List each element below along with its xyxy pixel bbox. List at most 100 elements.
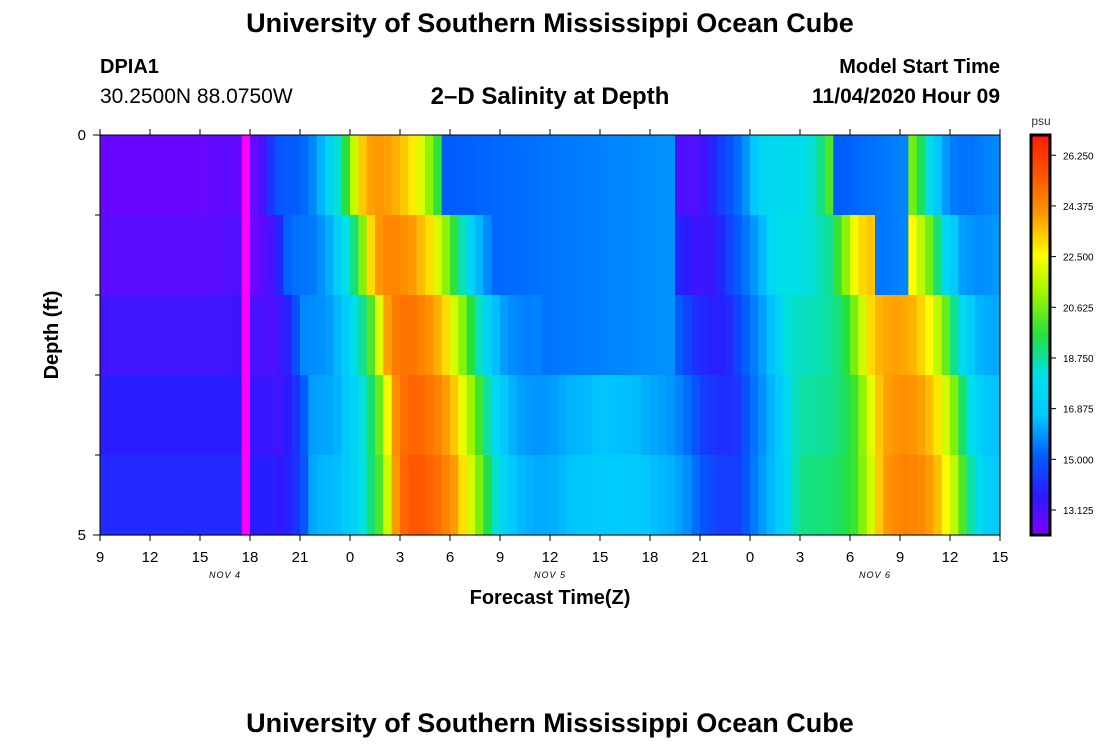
heatmap-cell [708, 215, 718, 296]
heatmap-cell [608, 135, 618, 216]
heatmap-cell [383, 455, 393, 536]
x-tick-label: 3 [796, 549, 804, 566]
heatmap-cell [425, 135, 434, 216]
heatmap-cell [475, 135, 484, 216]
heatmap-cell [966, 455, 976, 536]
heatmap-cell [733, 455, 743, 536]
colorbar-tick-label: 15.000 [1063, 455, 1094, 466]
heatmap-cell [591, 295, 601, 376]
heatmap-cell [141, 135, 151, 216]
heatmap-cell [833, 135, 843, 216]
heatmap-cell [125, 455, 134, 536]
heatmap-cell [350, 295, 359, 376]
heatmap-cell [575, 215, 584, 296]
heatmap-cell [825, 375, 834, 456]
heatmap-cell [441, 455, 451, 536]
heatmap-cell [616, 135, 626, 216]
heatmap-cell [283, 455, 293, 536]
heatmap-cell [658, 215, 668, 296]
heatmap-cell [841, 375, 851, 456]
heatmap-cell [816, 135, 826, 216]
heatmap-cell [458, 295, 468, 376]
page-title: University of Southern Mississippi Ocean… [246, 8, 854, 38]
heatmap-cell [775, 375, 784, 456]
heatmap-cell [208, 455, 218, 536]
heatmap-cell [425, 295, 434, 376]
heatmap-cell [516, 295, 526, 376]
heatmap-cell [358, 455, 368, 536]
heatmap-cell [583, 215, 593, 296]
heatmap-cell [600, 295, 609, 376]
heatmap-cell [158, 455, 168, 536]
heatmap-cell [508, 375, 518, 456]
heatmap-cell [566, 135, 576, 216]
date-label: NOV 4 [209, 570, 241, 580]
heatmap-cell [791, 455, 801, 536]
heatmap-cell [908, 375, 918, 456]
heatmap-cell [933, 215, 943, 296]
heatmap-cell [866, 375, 876, 456]
heatmap-cell [825, 135, 834, 216]
heatmap-cell [475, 295, 484, 376]
heatmap-cell [725, 375, 734, 456]
heatmap-cell [708, 295, 718, 376]
heatmap-cell [283, 375, 293, 456]
heatmap-cell [116, 135, 126, 216]
heatmap-cell [741, 215, 751, 296]
heatmap-cell [516, 455, 526, 536]
heatmap-cell [400, 375, 409, 456]
heatmap-cell [950, 135, 959, 216]
heatmap-cell [958, 135, 968, 216]
heatmap-cell [241, 455, 251, 536]
heatmap-cell [333, 455, 343, 536]
heatmap-cell [100, 215, 109, 296]
heatmap-cell [100, 455, 109, 536]
heatmap-cell [500, 455, 509, 536]
heatmap-cell [341, 375, 351, 456]
heatmap-cell [833, 455, 843, 536]
heatmap-cell [591, 375, 601, 456]
heatmap-cell [875, 215, 884, 296]
heatmap-cell [808, 215, 818, 296]
heatmap-cell [583, 135, 593, 216]
heatmap-cell [916, 135, 926, 216]
heatmap-cell [758, 295, 768, 376]
heatmap-cell [891, 295, 901, 376]
heatmap-cell [733, 135, 743, 216]
heatmap-cell [908, 295, 918, 376]
heatmap-cell [816, 455, 826, 536]
heatmap-cell [966, 295, 976, 376]
heatmap-cell [466, 135, 476, 216]
heatmap-cell [400, 215, 409, 296]
heatmap-cell [991, 295, 1001, 376]
heatmap-cell [108, 295, 118, 376]
heatmap-cell [800, 455, 809, 536]
heatmap-cell [933, 295, 943, 376]
heatmap-cell [991, 375, 1001, 456]
heatmap-cell [791, 375, 801, 456]
heatmap-cell [116, 215, 126, 296]
heatmap-cell [600, 455, 609, 536]
heatmap-cell [483, 135, 493, 216]
y-tick-label: 5 [78, 527, 86, 544]
heatmap-cell [375, 215, 384, 296]
heatmap-cell [133, 375, 143, 456]
heatmap-cell [266, 215, 276, 296]
heatmap-cell [216, 375, 226, 456]
heatmap-cell [900, 455, 909, 536]
heatmap-cell [533, 135, 543, 216]
heatmap-cell [225, 455, 234, 536]
heatmap-cell [133, 215, 143, 296]
heatmap-cell [666, 455, 676, 536]
colorbar-tick-label: 20.625 [1063, 303, 1094, 314]
heatmap-cell [691, 375, 701, 456]
heatmap-cell [183, 135, 193, 216]
heatmap-cell [450, 215, 459, 296]
heatmap-cells [100, 135, 1001, 536]
heatmap-cell [250, 135, 259, 216]
heatmap-cell [833, 375, 843, 456]
heatmap-cell [675, 215, 684, 296]
heatmap-cell [550, 375, 559, 456]
heatmap-cell [691, 295, 701, 376]
station-coordinates: 30.2500N 88.0750W [100, 85, 293, 108]
